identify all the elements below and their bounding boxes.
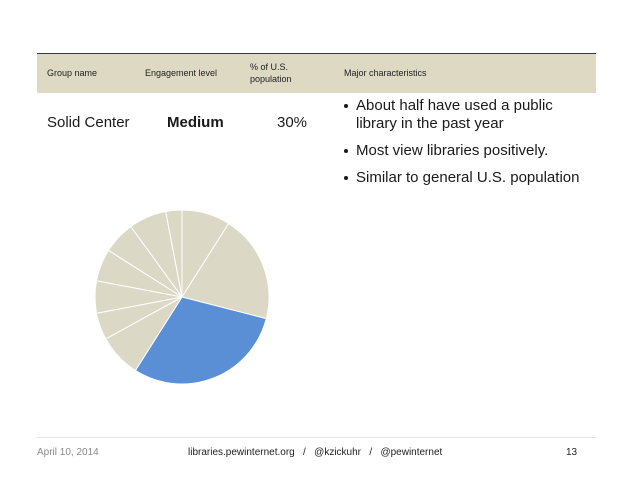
pie-slice — [181, 222, 270, 320]
footer-rule — [37, 437, 596, 438]
table-header — [37, 53, 596, 93]
share: 30% — [277, 114, 308, 131]
header-cell: % of U.S. population — [250, 62, 292, 84]
engagement: Medium — [167, 114, 224, 131]
pie-slice — [134, 296, 267, 385]
footer-date: April 10, 2014 — [37, 447, 99, 458]
header-cell: Engagement level — [145, 68, 218, 78]
characteristics: About half have used a public library in… — [343, 97, 583, 196]
header-cell: Major characteristics — [344, 68, 427, 78]
header-cell: Group name — [47, 68, 98, 78]
bullet: Similar to general U.S. population — [343, 169, 583, 187]
bullet: Most view libraries positively. — [343, 142, 583, 160]
group-name: Solid Center — [47, 114, 130, 131]
footer-links: libraries.pewinternet.org / @kzickuhr / … — [188, 447, 443, 458]
pie-slice — [165, 209, 183, 298]
page-number: 13 — [566, 447, 578, 458]
bullet: About half have used a public library in… — [343, 97, 583, 133]
